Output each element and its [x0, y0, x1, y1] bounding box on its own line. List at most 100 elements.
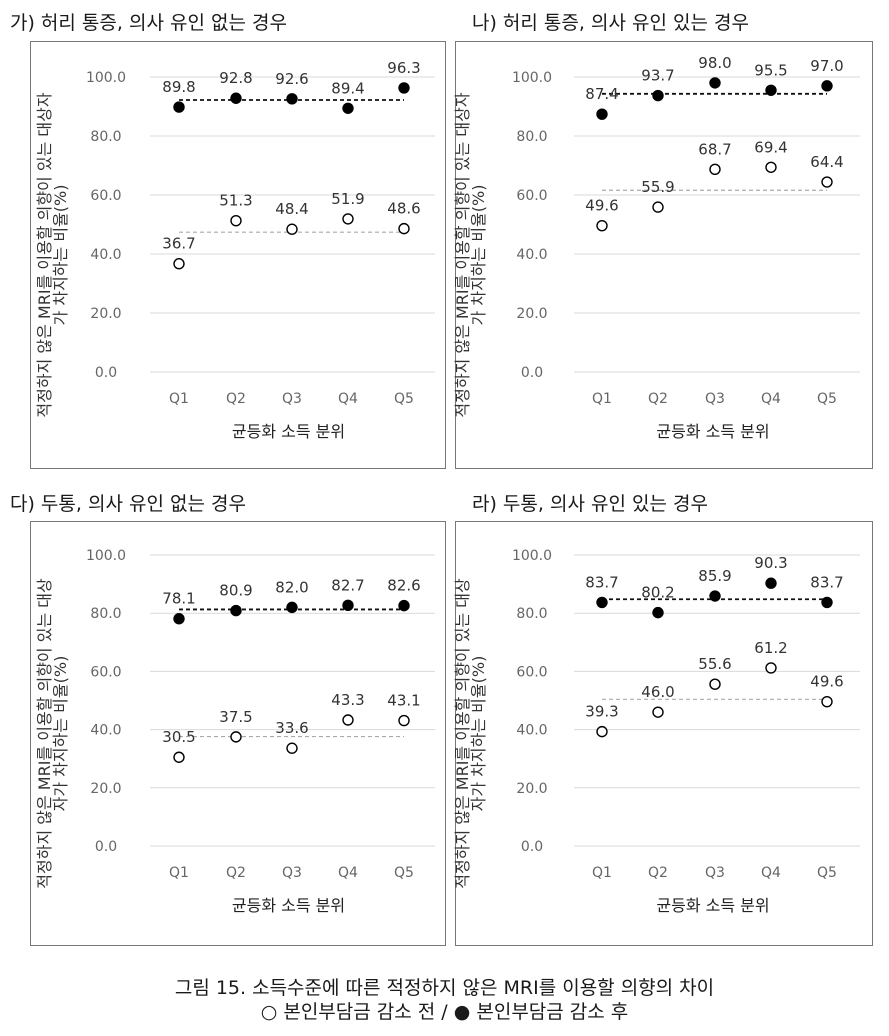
- point-d-before-Q1: [596, 725, 608, 738]
- data-label-d-after-Q5: 83.7: [810, 573, 843, 591]
- data-label-c-after-Q4: 82.7: [331, 576, 364, 594]
- data-label-a-before-Q3: 48.4: [275, 200, 308, 218]
- x-tick-label-d-2: Q3: [705, 865, 725, 881]
- data-label-a-after-Q1: 89.8: [162, 78, 195, 96]
- y-tick-label-a-3: 60.0: [90, 188, 121, 204]
- panel-title-b: 나) 허리 통증, 의사 유인 있는 경우: [472, 12, 749, 34]
- data-label-c-before-Q5: 43.1: [387, 692, 420, 710]
- data-label-c-after-Q2: 80.9: [219, 582, 252, 600]
- x-tick-label-a-0: Q1: [169, 391, 189, 407]
- point-d-before-Q5: [821, 695, 833, 708]
- data-label-d-after-Q3: 85.9: [698, 567, 731, 585]
- y-tick-label-b-5: 100.0: [512, 70, 552, 86]
- y-tick-label-c-2: 40.0: [90, 723, 121, 739]
- data-label-b-before-Q4: 69.4: [754, 138, 787, 156]
- x-tick-label-c-0: Q1: [169, 865, 189, 881]
- point-a-after-Q3: [286, 93, 298, 105]
- data-label-b-after-Q3: 98.0: [698, 54, 731, 72]
- y-axis-title-a-line1: 적정하지 않은 MRI를 이용할 의향이 있는 대상자: [35, 92, 54, 417]
- point-d-after-Q2: [652, 606, 664, 619]
- data-label-b-after-Q1: 87.4: [585, 85, 618, 103]
- x-tick-label-b-3: Q4: [761, 391, 781, 407]
- x-tick-label-a-4: Q5: [394, 391, 414, 407]
- y-tick-label-d-4: 80.0: [516, 606, 547, 622]
- y-tick-label-a-0: 0.0: [95, 365, 117, 381]
- figure-caption-title: 그림 15. 소득수준에 따른 적정하지 않은 MRI를 이용할 의향의 차이: [174, 977, 715, 999]
- x-tick-label-a-3: Q4: [338, 391, 358, 407]
- y-tick-label-d-3: 60.0: [516, 664, 547, 680]
- x-axis-title-b: 균등화 소득 분위: [656, 422, 769, 441]
- point-c-after-Q3: [286, 601, 298, 614]
- data-label-a-after-Q2: 92.8: [219, 69, 252, 87]
- point-c-before-Q1: [173, 751, 185, 763]
- x-axis-title-d: 균등화 소득 분위: [656, 896, 769, 915]
- y-tick-label-b-1: 20.0: [516, 306, 547, 322]
- point-a-before-Q3: [286, 223, 298, 235]
- x-axis-title-c: 균등화 소득 분위: [232, 896, 345, 915]
- point-b-after-Q2: [652, 89, 664, 102]
- point-d-after-Q3: [709, 590, 721, 602]
- point-b-before-Q4: [765, 161, 777, 173]
- panel-frame-a: [30, 41, 446, 469]
- y-tick-label-c-4: 80.0: [90, 606, 121, 622]
- y-tick-label-d-5: 100.0: [512, 548, 552, 564]
- y-axis-title-d-line2: 자가 차지하는 비율(%): [469, 656, 488, 812]
- point-c-before-Q4: [342, 714, 354, 726]
- data-label-a-before-Q4: 51.9: [331, 190, 364, 208]
- point-a-after-Q5: [398, 82, 410, 94]
- point-a-after-Q1: [173, 101, 185, 113]
- figure-caption-legend: ○ 본인부담금 감소 전 / ● 본인부담금 감소 후: [260, 1001, 629, 1023]
- y-tick-label-d-1: 20.0: [516, 781, 547, 797]
- point-c-after-Q2: [230, 604, 242, 617]
- data-label-d-after-Q2: 80.2: [641, 584, 674, 602]
- y-axis-title-b-line1: 적정하지 않은 MRI를 이용할 의향이 있는 대상자: [453, 92, 472, 417]
- data-label-b-before-Q2: 55.9: [641, 178, 674, 196]
- data-label-d-before-Q4: 61.2: [754, 639, 787, 657]
- x-tick-label-d-0: Q1: [592, 865, 612, 881]
- y-tick-label-d-0: 0.0: [521, 839, 543, 855]
- data-label-d-after-Q1: 83.7: [585, 573, 618, 591]
- x-axis-title-a: 균등화 소득 분위: [232, 422, 345, 441]
- data-label-c-before-Q3: 33.6: [275, 719, 308, 737]
- y-tick-label-b-4: 80.0: [516, 129, 547, 145]
- data-label-a-after-Q3: 92.6: [275, 70, 308, 88]
- data-label-b-before-Q1: 49.6: [585, 197, 618, 215]
- data-label-c-before-Q4: 43.3: [331, 691, 364, 709]
- point-c-before-Q5: [398, 714, 410, 727]
- y-tick-label-a-2: 40.0: [90, 247, 121, 263]
- data-label-d-before-Q1: 39.3: [585, 703, 618, 721]
- point-c-after-Q5: [398, 599, 410, 612]
- point-c-before-Q2: [230, 731, 242, 743]
- point-a-before-Q2: [230, 214, 242, 227]
- y-axis-title-c-line2: 자가 차지하는 비율(%): [51, 656, 70, 812]
- y-tick-label-b-3: 60.0: [516, 188, 547, 204]
- panel-title-a: 가) 허리 통증, 의사 유인 없는 경우: [10, 12, 287, 34]
- y-tick-label-a-1: 20.0: [90, 306, 121, 322]
- point-a-before-Q4: [342, 213, 354, 225]
- point-b-after-Q5: [821, 80, 833, 92]
- panel-title-d: 라) 두통, 의사 유인 있는 경우: [472, 493, 708, 515]
- data-label-a-after-Q5: 96.3: [387, 59, 420, 77]
- y-tick-label-c-5: 100.0: [86, 548, 126, 564]
- point-d-after-Q5: [821, 596, 833, 609]
- y-tick-label-a-5: 100.0: [86, 70, 126, 86]
- point-b-before-Q3: [709, 163, 721, 176]
- point-d-before-Q3: [709, 678, 721, 690]
- point-a-before-Q1: [173, 258, 185, 270]
- x-tick-label-c-4: Q5: [394, 865, 414, 881]
- data-label-b-after-Q5: 97.0: [810, 57, 843, 75]
- point-a-after-Q4: [342, 102, 354, 114]
- point-c-after-Q1: [173, 613, 185, 625]
- point-b-after-Q4: [765, 84, 777, 96]
- x-tick-label-d-4: Q5: [817, 865, 837, 881]
- data-label-b-before-Q5: 64.4: [810, 153, 843, 171]
- y-tick-label-c-0: 0.0: [95, 839, 117, 855]
- data-label-d-before-Q3: 55.6: [698, 655, 731, 673]
- point-b-before-Q2: [652, 201, 664, 213]
- x-tick-label-c-2: Q3: [282, 865, 302, 881]
- point-d-before-Q4: [765, 662, 777, 674]
- data-label-b-after-Q4: 95.5: [754, 61, 787, 79]
- point-d-after-Q1: [596, 596, 608, 609]
- point-b-after-Q1: [596, 108, 608, 120]
